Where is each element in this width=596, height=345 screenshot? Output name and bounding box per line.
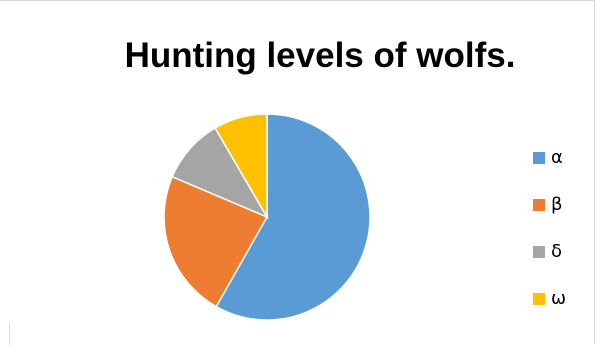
chart-frame-edge [9, 324, 10, 345]
legend-item-beta: β [533, 181, 566, 228]
legend-swatch-alpha [533, 151, 545, 164]
chart-title: Hunting levels of wolfs. [124, 36, 516, 75]
legend-label-alpha: α [551, 146, 563, 168]
legend-item-omega: ω [533, 275, 566, 322]
pie-slice-beta [163, 175, 269, 308]
chart-legend: α β δ ω [533, 134, 566, 322]
legend-label-beta: β [551, 193, 563, 215]
legend-swatch-omega [533, 292, 545, 305]
legend-label-omega: ω [551, 287, 567, 309]
pie-slice-alpha [215, 113, 371, 321]
legend-label-delta: δ [551, 240, 563, 262]
legend-item-delta: δ [533, 228, 566, 275]
legend-swatch-beta [533, 198, 545, 211]
legend-swatch-delta [533, 245, 545, 258]
legend-item-alpha: α [533, 134, 566, 181]
pie-slice-omega [214, 113, 268, 220]
